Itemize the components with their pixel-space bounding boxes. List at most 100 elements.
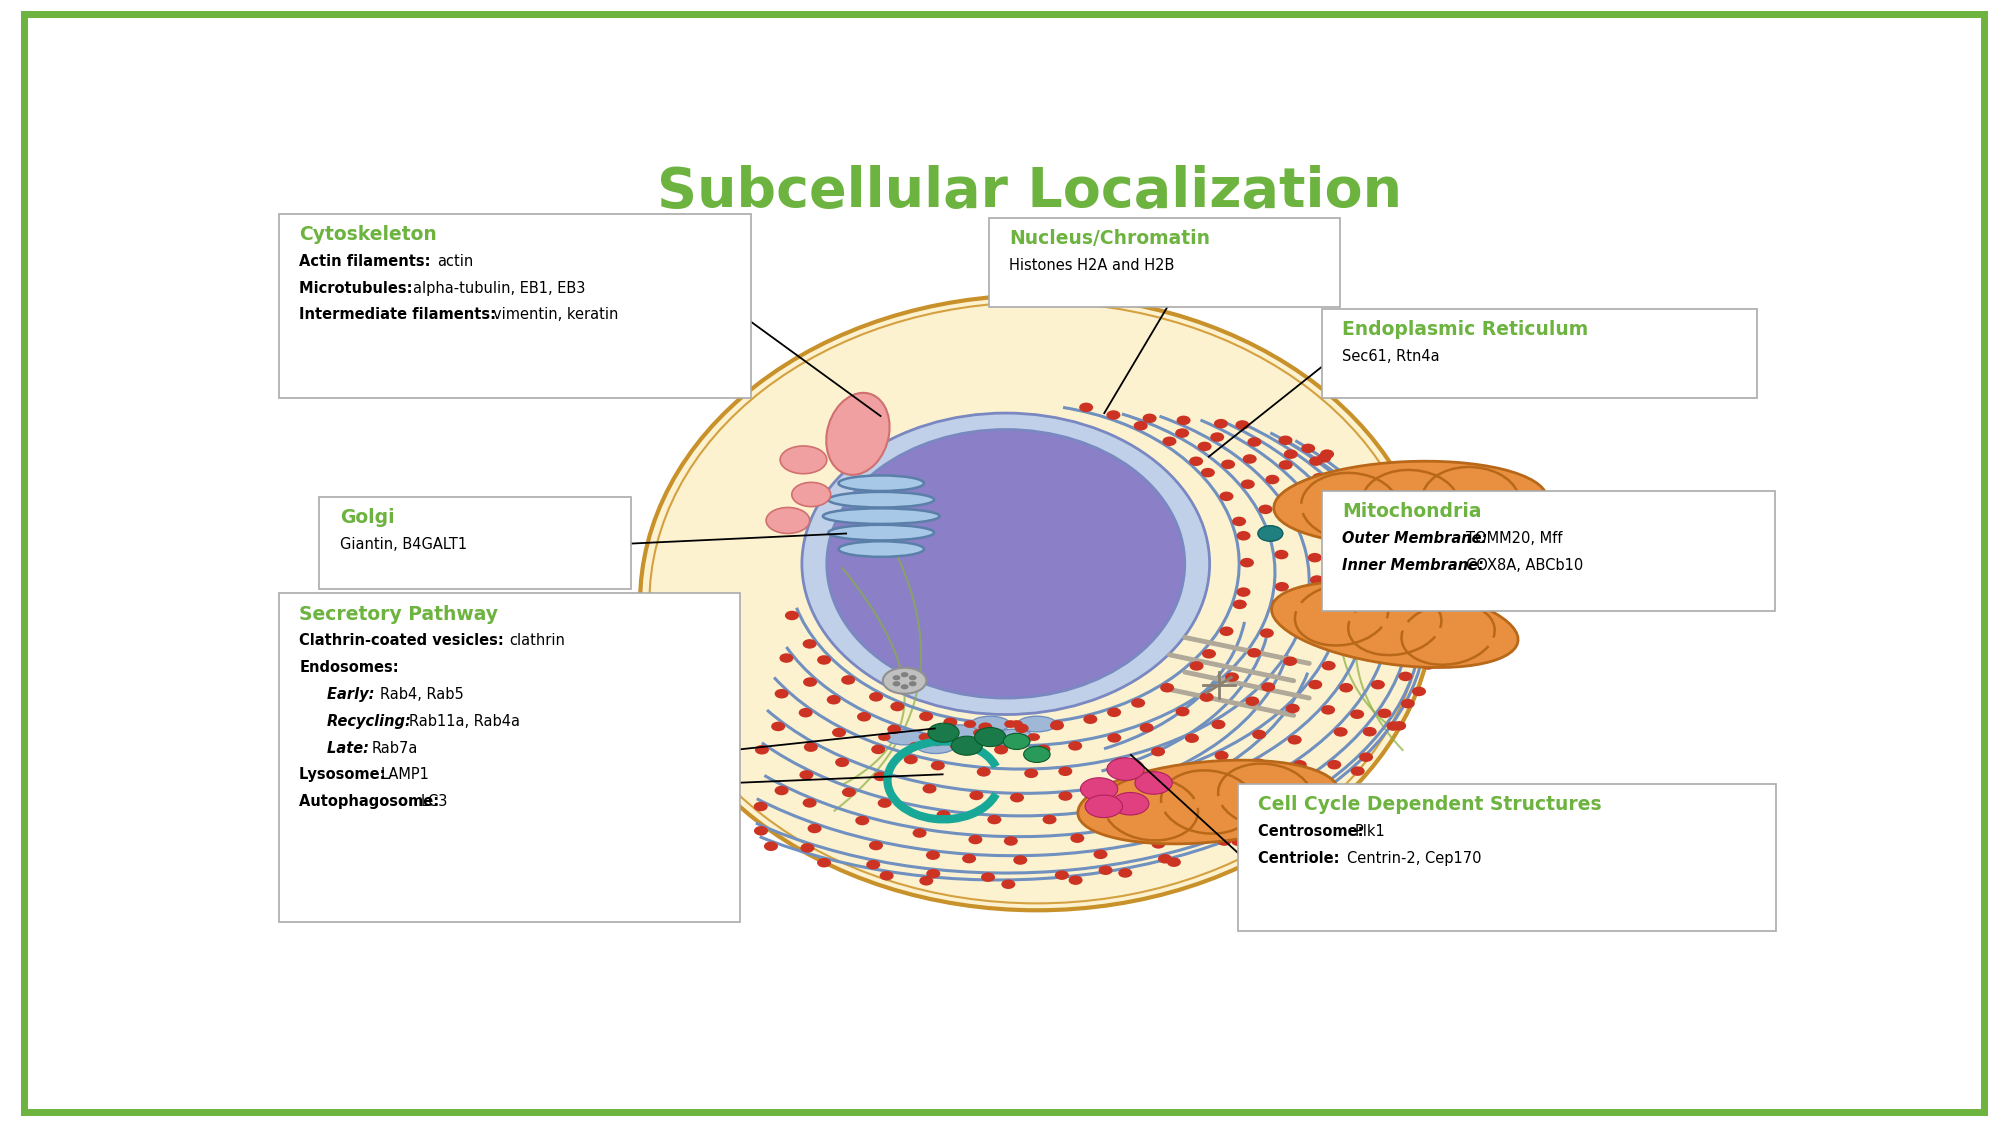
Ellipse shape: [791, 483, 831, 506]
Ellipse shape: [915, 738, 955, 754]
Ellipse shape: [1042, 814, 1056, 825]
Ellipse shape: [943, 718, 957, 727]
Ellipse shape: [1058, 766, 1072, 776]
Ellipse shape: [1341, 475, 1355, 484]
Text: Microtubules:: Microtubules:: [299, 280, 417, 296]
Ellipse shape: [921, 784, 935, 793]
Ellipse shape: [1421, 660, 1435, 669]
Text: Centrosome:: Centrosome:: [1256, 824, 1369, 838]
Text: Rab4, Rab5: Rab4, Rab5: [379, 686, 464, 702]
Text: Subcellular Localization: Subcellular Localization: [656, 165, 1401, 219]
FancyBboxPatch shape: [279, 593, 739, 922]
Ellipse shape: [1270, 598, 1284, 608]
Ellipse shape: [1323, 789, 1337, 798]
Ellipse shape: [1134, 421, 1148, 431]
Ellipse shape: [1218, 627, 1232, 636]
Ellipse shape: [1385, 721, 1399, 731]
Ellipse shape: [1192, 828, 1206, 838]
Ellipse shape: [1335, 479, 1349, 489]
Ellipse shape: [877, 799, 891, 808]
Ellipse shape: [919, 712, 933, 721]
Ellipse shape: [909, 741, 921, 749]
Ellipse shape: [1188, 457, 1202, 466]
Ellipse shape: [1274, 550, 1288, 559]
Ellipse shape: [1339, 683, 1353, 693]
Ellipse shape: [799, 771, 813, 780]
FancyBboxPatch shape: [1236, 784, 1776, 932]
Text: Endosomes:: Endosomes:: [299, 660, 399, 675]
Ellipse shape: [987, 734, 999, 741]
Ellipse shape: [1325, 515, 1339, 524]
Ellipse shape: [1359, 645, 1373, 654]
Ellipse shape: [1078, 403, 1092, 412]
Ellipse shape: [963, 720, 975, 728]
Text: COX8A, ABCb10: COX8A, ABCb10: [1465, 558, 1584, 573]
Ellipse shape: [1122, 804, 1136, 814]
Ellipse shape: [887, 724, 901, 735]
Ellipse shape: [1321, 660, 1335, 670]
Ellipse shape: [781, 446, 827, 474]
Ellipse shape: [1371, 680, 1385, 690]
Ellipse shape: [841, 675, 855, 685]
Ellipse shape: [1301, 443, 1315, 453]
Ellipse shape: [1130, 699, 1144, 708]
Ellipse shape: [1014, 855, 1028, 865]
Ellipse shape: [1210, 720, 1224, 729]
Ellipse shape: [1293, 760, 1307, 770]
Ellipse shape: [1234, 421, 1248, 430]
Ellipse shape: [1361, 511, 1375, 521]
Ellipse shape: [1385, 510, 1399, 520]
Ellipse shape: [1230, 837, 1244, 846]
Ellipse shape: [1391, 614, 1405, 624]
Ellipse shape: [1397, 672, 1411, 681]
FancyBboxPatch shape: [987, 218, 1341, 307]
Ellipse shape: [1363, 496, 1377, 505]
Ellipse shape: [929, 737, 943, 746]
Ellipse shape: [1409, 637, 1423, 647]
Ellipse shape: [1248, 785, 1262, 794]
Ellipse shape: [1260, 682, 1274, 692]
Ellipse shape: [1142, 414, 1156, 423]
Ellipse shape: [1001, 880, 1016, 889]
Ellipse shape: [1246, 648, 1260, 658]
Ellipse shape: [975, 767, 989, 776]
Ellipse shape: [785, 611, 799, 620]
Ellipse shape: [1222, 773, 1236, 783]
Ellipse shape: [1024, 746, 1050, 763]
Ellipse shape: [1335, 538, 1349, 547]
Ellipse shape: [1010, 793, 1024, 802]
Ellipse shape: [935, 810, 949, 820]
Text: Nucleus/Chromatin: Nucleus/Chromatin: [1008, 229, 1210, 249]
Ellipse shape: [1158, 854, 1172, 864]
Ellipse shape: [1170, 792, 1184, 802]
Ellipse shape: [1268, 529, 1282, 539]
Ellipse shape: [1218, 492, 1232, 501]
Ellipse shape: [1240, 558, 1252, 567]
Ellipse shape: [1351, 766, 1365, 776]
Ellipse shape: [885, 729, 923, 745]
Ellipse shape: [1004, 836, 1018, 846]
Ellipse shape: [1307, 598, 1321, 609]
Ellipse shape: [911, 828, 925, 838]
Text: Endoplasmic Reticulum: Endoplasmic Reticulum: [1341, 321, 1588, 340]
Ellipse shape: [1242, 455, 1256, 464]
Ellipse shape: [1188, 662, 1202, 670]
Text: TOMM20, Mff: TOMM20, Mff: [1465, 531, 1561, 546]
Ellipse shape: [1070, 834, 1084, 843]
Ellipse shape: [1004, 734, 1030, 749]
Ellipse shape: [1311, 472, 1325, 483]
Ellipse shape: [857, 712, 871, 721]
Ellipse shape: [1309, 792, 1323, 801]
Ellipse shape: [1130, 780, 1144, 790]
Text: Golgi: Golgi: [339, 508, 393, 528]
Ellipse shape: [1244, 696, 1258, 706]
Ellipse shape: [803, 639, 817, 649]
Ellipse shape: [801, 413, 1208, 714]
Ellipse shape: [1196, 442, 1210, 451]
Ellipse shape: [1282, 657, 1297, 666]
Ellipse shape: [1112, 792, 1148, 814]
Ellipse shape: [1078, 760, 1337, 844]
Ellipse shape: [825, 393, 889, 475]
Text: Recycling:: Recycling:: [327, 713, 415, 729]
Ellipse shape: [1258, 505, 1272, 514]
